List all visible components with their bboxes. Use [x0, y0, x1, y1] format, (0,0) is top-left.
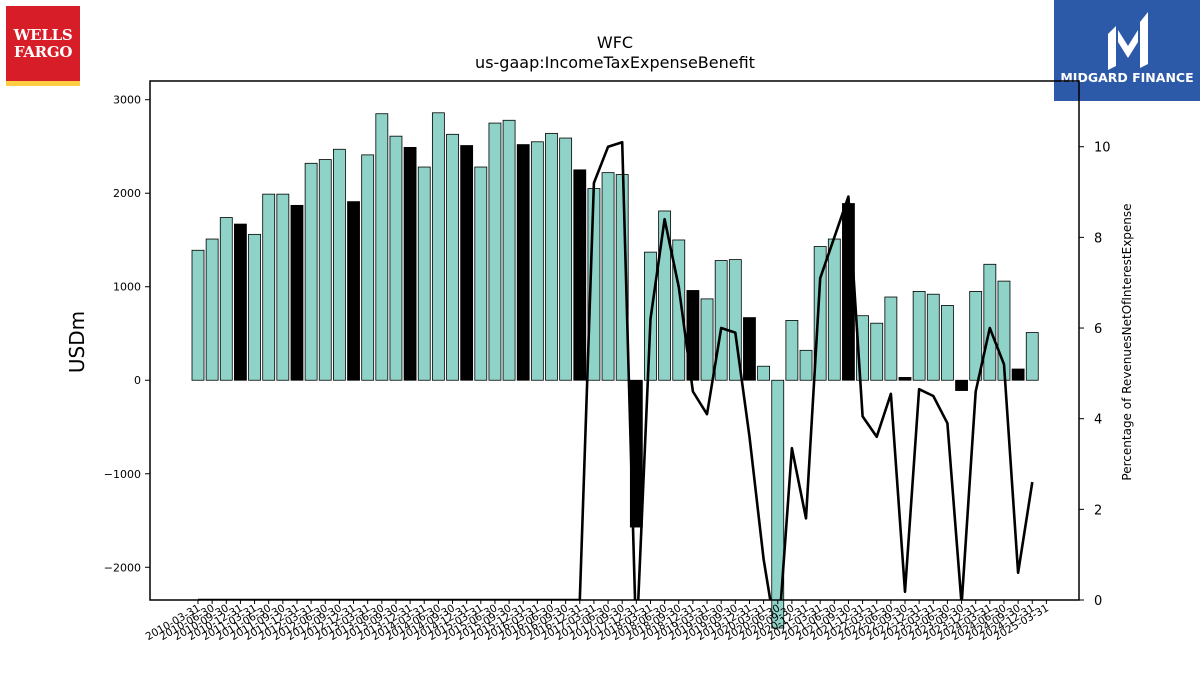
bar [276, 193, 290, 381]
bar [361, 154, 375, 381]
bar [460, 145, 474, 381]
bar [290, 204, 304, 381]
bar [658, 210, 672, 381]
y-tick-label: 0 [134, 374, 141, 387]
midgard-finance-logo: MIDGARD FINANCE [1054, 0, 1200, 101]
y2-axis-label: Percentage of RevenuesNetOfInterestExpen… [1120, 203, 1134, 480]
bar [502, 119, 516, 381]
bar [417, 166, 431, 381]
y2-tick-label: 10 [1094, 141, 1111, 156]
bar [785, 319, 799, 381]
bar [219, 217, 233, 381]
bar [799, 349, 813, 381]
midgard-mark-icon [1108, 12, 1148, 70]
bar [941, 305, 954, 381]
bar [304, 162, 318, 381]
bar [827, 238, 841, 381]
y-axis-label: USDm [65, 311, 89, 373]
bar [969, 291, 983, 381]
bar [743, 317, 756, 381]
y-tick-label: 2000 [113, 187, 141, 200]
bar [912, 291, 926, 381]
bar [601, 172, 615, 381]
wells-fargo-logo: WELLS FARGO [6, 6, 80, 86]
bar [332, 148, 346, 381]
bar [1011, 368, 1025, 381]
bar [191, 249, 205, 381]
bar [1025, 332, 1039, 381]
logo-line2: FARGO [13, 42, 73, 61]
bar [248, 233, 261, 381]
bar [205, 238, 219, 381]
y-tick-label: −1000 [104, 468, 141, 481]
bar [431, 112, 445, 381]
y2-tick-label: 2 [1094, 503, 1102, 518]
logo-line1: WELLS [13, 25, 73, 44]
y-tick-label: 3000 [113, 94, 141, 107]
bar [573, 169, 587, 381]
bar [318, 159, 332, 381]
bar [926, 293, 940, 381]
bar [389, 135, 403, 381]
bar [884, 296, 898, 381]
bar [870, 322, 884, 381]
bar [375, 113, 389, 381]
bar [842, 203, 855, 381]
chart-title: WFC [597, 33, 633, 52]
bar [530, 141, 544, 381]
bar [474, 166, 488, 381]
bar [898, 377, 912, 381]
chart-subtitle: us-gaap:IncomeTaxExpenseBenefit [475, 53, 755, 72]
y2-tick-label: 8 [1094, 231, 1102, 246]
bar [955, 379, 968, 391]
y2-tick-label: 4 [1094, 413, 1102, 428]
plot-area: −2000−1000010002000300002468102010-03-31… [104, 94, 1111, 643]
y2-tick-label: 6 [1094, 322, 1102, 337]
bar [262, 193, 276, 381]
bar [403, 146, 417, 381]
bar [771, 379, 785, 629]
y2-tick-label: 0 [1094, 594, 1102, 609]
y-tick-label: −2000 [104, 561, 141, 574]
y-tick-label: 1000 [113, 281, 141, 294]
bar [559, 137, 573, 381]
bar [714, 260, 728, 381]
percentage-line [198, 140, 1034, 600]
plot-frame [149, 80, 1080, 601]
bar [347, 201, 360, 381]
logo-name: MIDGARD FINANCE [1060, 70, 1194, 85]
bar [686, 290, 700, 381]
bar [757, 365, 770, 381]
bar [516, 144, 530, 381]
bar [700, 298, 714, 381]
bar [545, 132, 558, 381]
bar [488, 122, 502, 381]
bar [446, 133, 459, 381]
bar [234, 223, 247, 381]
bar [983, 263, 997, 381]
